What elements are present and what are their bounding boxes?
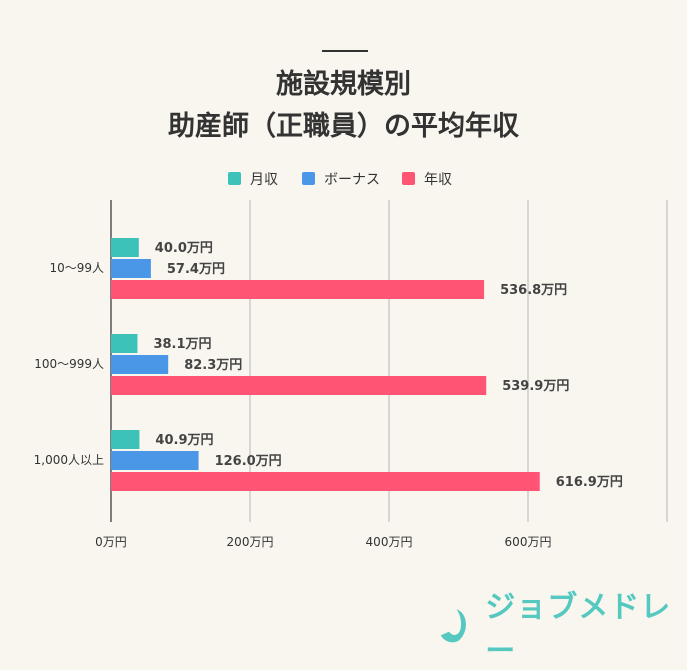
chart-title-line-2: 助産師（正職員）の平均年収 <box>168 111 519 142</box>
legend-label: 月収 <box>250 172 278 188</box>
bar <box>111 280 485 299</box>
legend-swatch <box>302 172 315 185</box>
legend-swatch <box>228 172 241 185</box>
logo: ジョブメドレー <box>438 582 687 670</box>
x-tick-label: 0万円 <box>95 535 127 549</box>
bar <box>111 334 138 353</box>
bar <box>111 355 169 374</box>
logo-icon <box>440 609 466 643</box>
x-tick-label: 400万円 <box>366 535 413 549</box>
logo-text: ジョブメドレー <box>485 590 672 669</box>
bar <box>111 472 540 491</box>
x-tick-label: 600万円 <box>505 535 552 549</box>
x-tick-label: 200万円 <box>227 535 274 549</box>
bar-chart: 月収 ボーナス 年収 0万円 200万円 400万円 600万円 10〜99人 40.0万円 57… <box>34 172 668 549</box>
legend-label: 年収 <box>424 172 452 188</box>
data-label: 616.9万円 <box>556 475 623 490</box>
title-rule <box>322 50 368 52</box>
chart-title-line-1: 施設規模別 <box>276 69 411 100</box>
data-label: 126.0万円 <box>215 454 282 469</box>
bar <box>111 376 487 395</box>
bar <box>111 238 139 257</box>
bar <box>111 259 151 278</box>
legend-label: ボーナス <box>324 172 380 188</box>
bar <box>111 451 199 470</box>
data-label: 40.9万円 <box>155 433 213 448</box>
legend-swatch <box>402 172 415 185</box>
data-label: 536.8万円 <box>500 283 567 298</box>
y-category-label: 1,000人以上 <box>34 453 104 467</box>
y-category-label: 10〜99人 <box>49 261 104 275</box>
data-label: 539.9万円 <box>502 379 569 394</box>
y-category-label: 100〜999人 <box>34 357 104 371</box>
data-label: 82.3万円 <box>184 358 242 373</box>
data-label: 38.1万円 <box>153 337 211 352</box>
data-label: 40.0万円 <box>155 241 213 256</box>
data-label: 57.4万円 <box>167 262 225 277</box>
bar <box>111 430 140 449</box>
